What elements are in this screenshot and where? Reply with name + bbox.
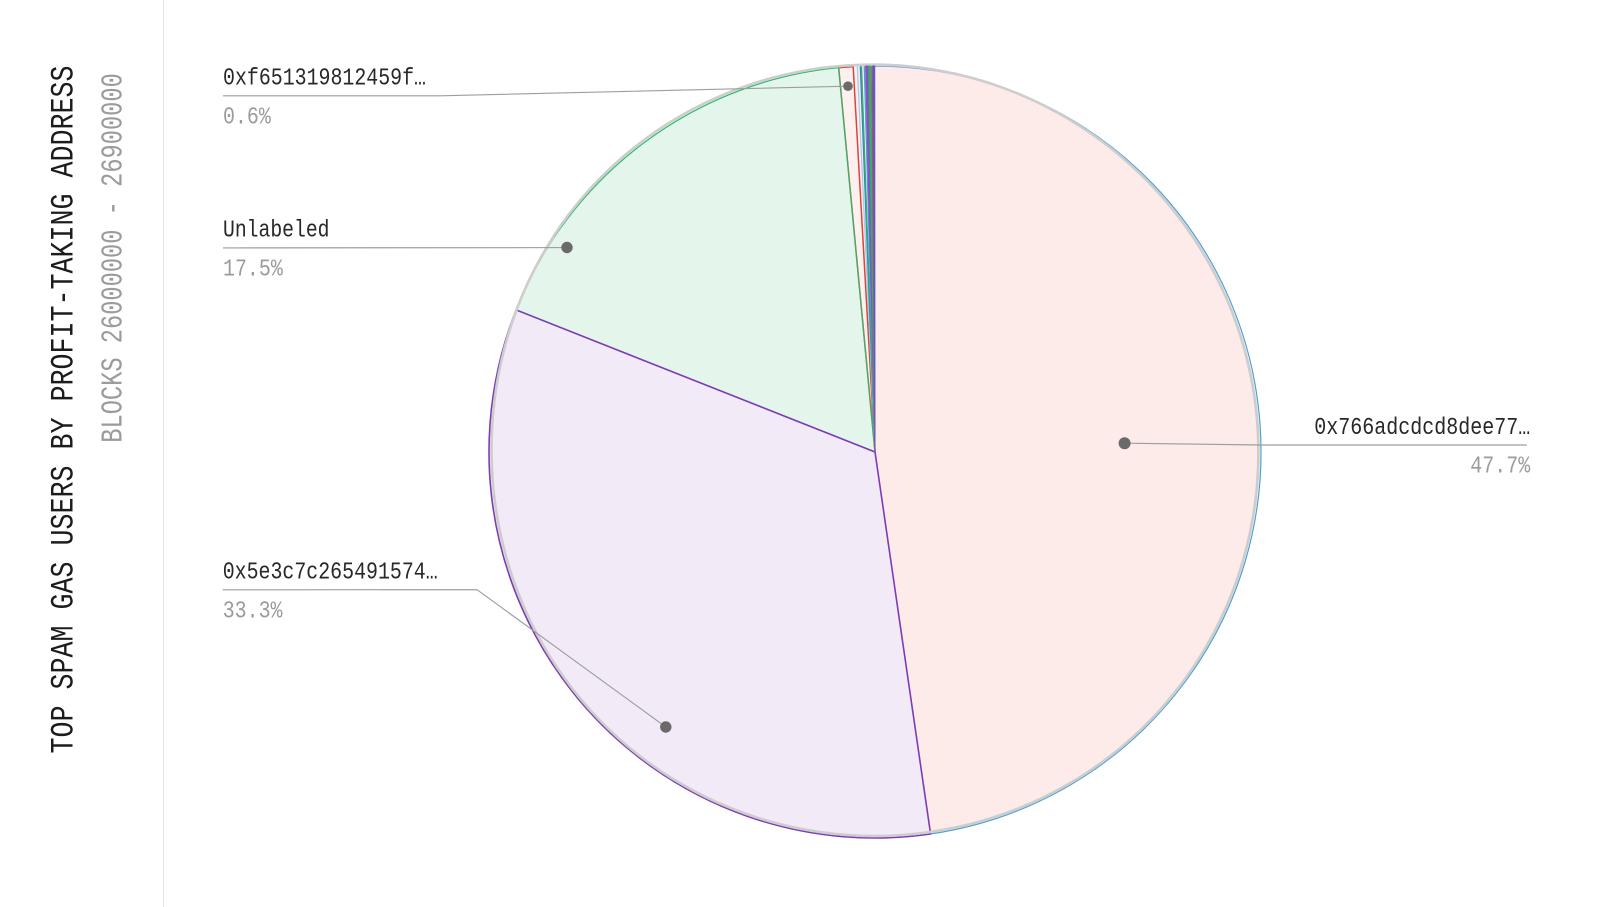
svg-text:47.7%: 47.7% xyxy=(1470,454,1530,481)
svg-text:TOP SPAM GAS USERS BY PROFIT-T: TOP SPAM GAS USERS BY PROFIT-TAKING ADDR… xyxy=(46,66,83,754)
svg-text:0x766adcdcd8dee77…: 0x766adcdcd8dee77… xyxy=(1314,415,1530,442)
svg-text:0.6%: 0.6% xyxy=(223,104,271,131)
svg-text:BLOCKS 26000000 - 26900000: BLOCKS 26000000 - 26900000 xyxy=(97,73,132,443)
svg-text:Unlabeled: Unlabeled xyxy=(223,218,330,245)
svg-text:0x5e3c7c265491574…: 0x5e3c7c265491574… xyxy=(223,560,438,587)
svg-text:0xf651319812459f…: 0xf651319812459f… xyxy=(223,66,426,93)
svg-text:33.3%: 33.3% xyxy=(223,598,283,625)
svg-text:17.5%: 17.5% xyxy=(223,256,283,283)
